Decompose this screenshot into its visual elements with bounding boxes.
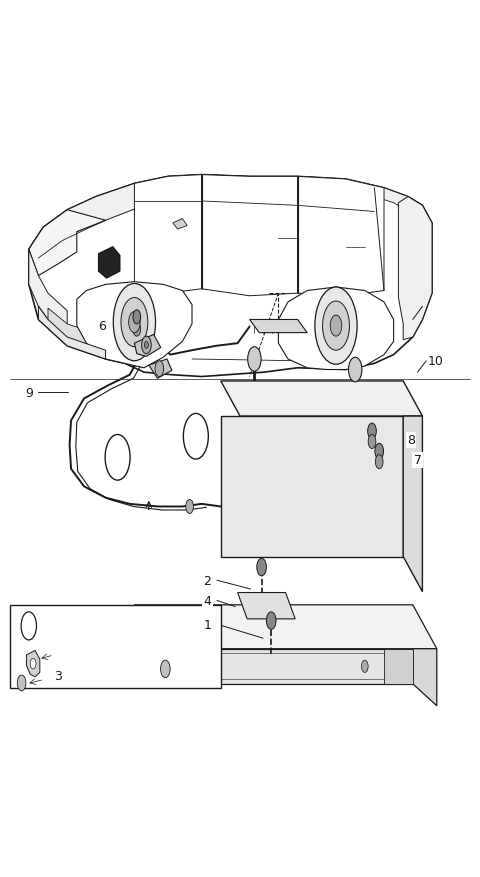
Polygon shape: [221, 381, 422, 417]
Polygon shape: [26, 651, 40, 677]
Polygon shape: [48, 309, 106, 355]
Circle shape: [330, 316, 342, 337]
Text: 3: 3: [54, 669, 61, 681]
Circle shape: [266, 612, 276, 630]
Circle shape: [368, 424, 376, 439]
Polygon shape: [98, 247, 120, 279]
Circle shape: [150, 660, 157, 673]
Polygon shape: [149, 360, 172, 379]
Circle shape: [361, 660, 368, 673]
Polygon shape: [413, 649, 437, 706]
Circle shape: [144, 342, 148, 349]
Polygon shape: [29, 250, 67, 346]
Circle shape: [248, 347, 261, 372]
Text: 2: 2: [204, 574, 211, 587]
Circle shape: [186, 500, 193, 514]
Text: 6: 6: [98, 320, 106, 332]
Circle shape: [17, 675, 26, 691]
Text: 11: 11: [54, 650, 66, 660]
Text: a: a: [114, 453, 121, 463]
Polygon shape: [134, 605, 437, 649]
Circle shape: [215, 612, 221, 624]
Circle shape: [183, 414, 208, 460]
Text: 10: 10: [428, 355, 444, 367]
Circle shape: [323, 302, 349, 351]
Polygon shape: [134, 175, 202, 294]
Text: 9: 9: [25, 387, 33, 399]
Circle shape: [21, 612, 36, 640]
Circle shape: [113, 284, 156, 361]
Polygon shape: [38, 307, 106, 360]
Polygon shape: [29, 210, 106, 276]
Text: 5: 5: [46, 674, 52, 685]
Circle shape: [30, 659, 36, 669]
Text: a: a: [25, 621, 32, 631]
Circle shape: [133, 323, 141, 337]
Circle shape: [315, 288, 357, 365]
Circle shape: [155, 361, 164, 377]
Circle shape: [133, 310, 141, 324]
Circle shape: [160, 660, 170, 678]
Polygon shape: [29, 175, 432, 377]
Polygon shape: [398, 197, 432, 340]
Circle shape: [129, 312, 140, 333]
Circle shape: [150, 621, 157, 633]
Circle shape: [375, 455, 383, 469]
Polygon shape: [173, 219, 187, 230]
Polygon shape: [403, 417, 422, 592]
Text: 1: 1: [204, 618, 211, 631]
Polygon shape: [250, 320, 307, 333]
Polygon shape: [384, 649, 413, 684]
Polygon shape: [67, 177, 168, 232]
Text: 8: 8: [407, 434, 415, 446]
Polygon shape: [144, 175, 384, 195]
Circle shape: [121, 298, 148, 347]
Circle shape: [105, 435, 130, 481]
FancyBboxPatch shape: [10, 605, 221, 688]
Circle shape: [368, 435, 376, 449]
Circle shape: [257, 559, 266, 576]
Circle shape: [142, 337, 151, 354]
Polygon shape: [134, 649, 413, 684]
Polygon shape: [278, 288, 394, 370]
Polygon shape: [134, 335, 161, 357]
Polygon shape: [238, 593, 295, 619]
Text: 12: 12: [163, 620, 178, 632]
Polygon shape: [77, 282, 192, 368]
Text: 7: 7: [414, 454, 421, 467]
Polygon shape: [221, 417, 403, 557]
Polygon shape: [202, 175, 298, 296]
Text: a: a: [192, 431, 200, 442]
Circle shape: [348, 358, 362, 382]
Polygon shape: [374, 189, 422, 215]
Text: 4: 4: [204, 595, 211, 607]
Circle shape: [375, 444, 384, 460]
Polygon shape: [298, 177, 384, 296]
